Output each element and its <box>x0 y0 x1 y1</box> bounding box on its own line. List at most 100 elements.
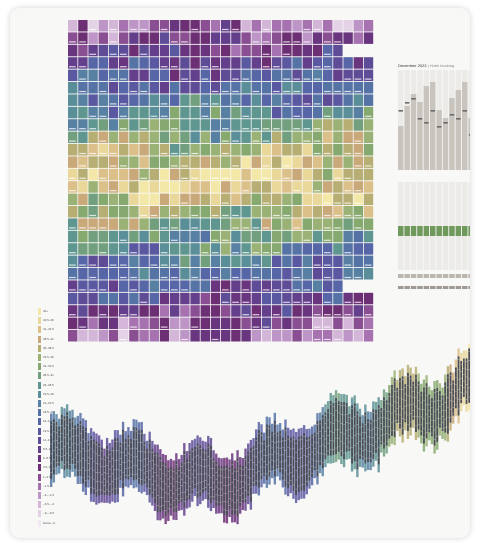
range-tick <box>252 462 255 463</box>
range-bar <box>308 436 311 481</box>
heatmap-cell <box>149 243 159 255</box>
range-tick <box>55 432 58 434</box>
range-bar <box>260 432 263 480</box>
heatmap-cell <box>78 181 88 193</box>
range-tick <box>457 408 460 410</box>
heatmap-cell <box>170 94 180 106</box>
range-tick <box>385 418 388 419</box>
range-tick <box>300 457 303 458</box>
heatmap-cell-mark <box>191 152 199 155</box>
range-tick <box>391 404 393 406</box>
heatmap-cell <box>312 255 323 268</box>
range-tick <box>199 473 201 475</box>
heatmap-cell <box>292 305 302 317</box>
heatmap-cell-mark <box>262 165 270 167</box>
range-tick <box>146 458 148 459</box>
legend-label: 1–3.5 <box>43 474 51 479</box>
range-tick <box>172 478 175 480</box>
range-tick <box>335 438 337 440</box>
heatmap-cell <box>68 106 78 119</box>
range-tick <box>292 475 295 477</box>
heatmap-cell <box>170 292 180 305</box>
heatmap-cell <box>261 106 272 119</box>
range-tick <box>362 444 364 445</box>
range-tick <box>143 458 146 460</box>
heatmap-cell-mark <box>344 177 352 179</box>
heatmap-cell <box>241 168 251 181</box>
heatmap-cell <box>363 230 374 243</box>
heatmap-cell <box>353 305 363 317</box>
heatmap-cell-mark <box>222 289 229 291</box>
range-tick <box>324 423 327 424</box>
heatmap-cell <box>159 131 170 144</box>
heatmap-cell <box>323 330 333 342</box>
range-tick <box>351 418 353 419</box>
heatmap-cell <box>210 243 221 255</box>
range-bar <box>210 445 212 504</box>
range-bar <box>393 378 396 438</box>
range-tick <box>431 407 433 409</box>
range-tick <box>55 439 58 441</box>
range-tick <box>428 422 430 424</box>
range-tick <box>364 449 367 451</box>
heatmap-cell <box>241 94 251 106</box>
range-tick <box>282 468 284 470</box>
range-tick <box>268 462 271 464</box>
range-tick <box>308 476 311 477</box>
range-bar <box>172 468 175 512</box>
range-tick <box>354 444 356 446</box>
legend-label: 8.5–11 <box>43 447 52 451</box>
range-tick <box>74 442 76 444</box>
heatmap-cell-mark <box>293 90 301 93</box>
heatmap-cell-mark <box>89 28 97 31</box>
range-bar <box>289 437 292 486</box>
range-tick <box>412 384 414 386</box>
range-tick <box>468 378 470 380</box>
heatmap-cell <box>129 119 139 131</box>
heatmap-cell <box>282 243 292 255</box>
range-tick <box>202 451 204 453</box>
range-bar <box>170 466 172 508</box>
range-tick <box>415 387 417 388</box>
heatmap-cell <box>149 206 159 218</box>
heatmap-cell <box>241 57 251 69</box>
heatmap-cell <box>119 82 129 94</box>
heatmap-cell <box>282 292 292 305</box>
range-bar <box>215 461 218 506</box>
heatmap-cell <box>129 268 139 280</box>
range-tick <box>154 463 156 465</box>
heatmap-cell <box>108 181 119 193</box>
range-tick <box>95 490 98 492</box>
range-tick <box>330 449 332 451</box>
range-bar <box>265 424 268 480</box>
heatmap-cell <box>302 82 312 94</box>
range-tick <box>290 440 292 442</box>
range-tick <box>417 424 420 426</box>
range-tick <box>420 394 422 396</box>
heatmap-cell <box>292 255 302 268</box>
heatmap-cell <box>333 144 343 156</box>
heatmap-cell <box>119 94 129 106</box>
range-tick <box>167 501 170 502</box>
range-tick <box>431 420 433 421</box>
heatmap-cell <box>323 94 333 106</box>
heatmap-cell <box>98 305 108 317</box>
range-bar <box>284 427 287 487</box>
heatmap-cell <box>68 32 78 44</box>
range-tick <box>415 425 417 427</box>
heatmap-cell <box>272 156 282 168</box>
range-tick <box>231 464 233 465</box>
range-bar <box>220 466 223 506</box>
heatmap-cell <box>221 20 231 32</box>
heatmap-cell-mark <box>242 78 250 80</box>
range-tick <box>375 441 377 443</box>
range-tick <box>101 481 103 483</box>
range-tick <box>412 397 414 398</box>
heatmap-cell <box>231 94 241 106</box>
heatmap-cell <box>149 20 159 32</box>
range-tick <box>279 434 281 435</box>
heatmap-cell <box>272 206 282 218</box>
heatmap-cell-mark <box>344 214 352 217</box>
range-tick <box>271 466 273 468</box>
range-tick <box>295 442 297 444</box>
